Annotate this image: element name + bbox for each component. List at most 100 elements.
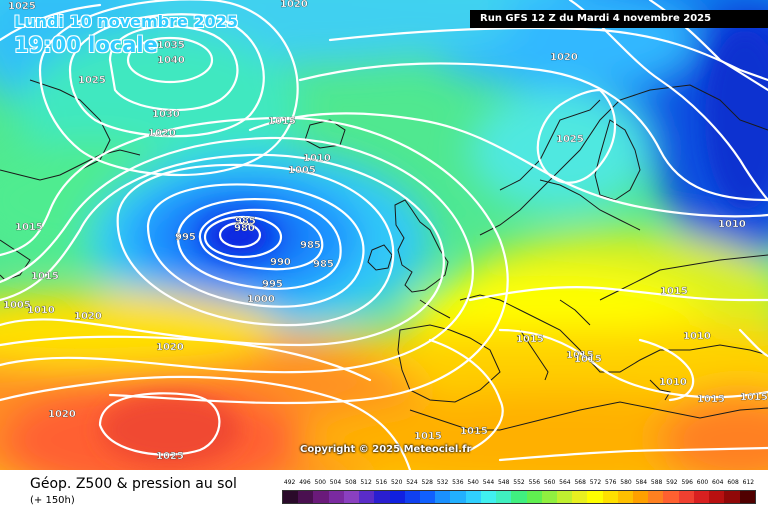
scale-tick-label: 560 [543, 479, 556, 486]
scale-tick-label: 572 [589, 479, 602, 486]
pressure-label: 1010 [659, 377, 687, 388]
scale-swatch [556, 491, 573, 503]
pressure-label: 1030 [152, 109, 180, 120]
pressure-label: 1005 [288, 165, 316, 176]
scale-swatch [587, 491, 603, 503]
scale-tick-label: 568 [574, 479, 586, 486]
pressure-label: 1015 [15, 222, 43, 233]
scale-swatch [298, 491, 314, 503]
scale-swatch [496, 491, 512, 503]
pressure-label: 1005 [3, 300, 31, 311]
scale-swatch [678, 491, 694, 503]
scale-swatch [709, 491, 725, 503]
isobars [0, 0, 768, 470]
scale-tick-label: 564 [559, 479, 571, 486]
copyright-notice: Copyright © 2025 Meteociel.fr [300, 444, 472, 455]
scale-swatch [313, 491, 329, 503]
pressure-label: 1015 [516, 334, 544, 345]
scale-tick-label: 584 [635, 479, 648, 486]
scale-tick-label: 520 [390, 479, 403, 486]
pressure-label: 1000 [247, 294, 275, 305]
pressure-label: 1020 [148, 128, 176, 139]
scale-tick-label: 592 [666, 479, 678, 486]
scale-tick-label: 496 [299, 479, 311, 486]
pressure-label: 1020 [280, 0, 308, 10]
pressure-label: 1025 [156, 451, 184, 462]
legend-title: Géop. Z500 & pression au sol [30, 476, 237, 492]
pressure-label: 1015 [414, 431, 442, 442]
pressure-label: 1020 [550, 52, 578, 63]
scale-tick-label: 524 [406, 479, 418, 486]
pressure-label: 1015 [740, 392, 768, 403]
scale-tick-label: 552 [513, 479, 525, 486]
pressure-label: 1015 [697, 394, 725, 405]
scale-swatch [663, 491, 679, 503]
pressure-label: 1015 [268, 116, 296, 127]
scale-tick-label: 528 [421, 479, 433, 486]
valid-date: Lundi 10 novembre 2025 [14, 12, 238, 31]
pressure-label: 1015 [460, 426, 488, 437]
pressure-label: 980 [234, 223, 255, 234]
scale-tick-label: 508 [345, 479, 357, 486]
scale-swatch [435, 491, 451, 503]
scale-tick-label: 516 [375, 479, 388, 486]
scale-tick-label: 608 [727, 479, 739, 486]
scale-swatch [480, 491, 497, 503]
scale-swatch [541, 491, 557, 503]
scale-swatch [283, 491, 299, 503]
scale-swatch [572, 491, 588, 503]
color-scale-bar [282, 490, 756, 504]
scale-tick-label: 604 [712, 479, 724, 486]
scale-tick-label: 548 [497, 479, 510, 486]
pressure-label: 1025 [8, 1, 36, 12]
pressure-label: 1020 [48, 409, 76, 420]
color-scale-labels: 492 496 500 504 508 512 516 520 524 528 532 536 540 5… [282, 479, 756, 489]
pressure-label: 1040 [157, 55, 185, 66]
pressure-label: 995 [262, 279, 283, 290]
scale-swatch [617, 491, 634, 503]
scale-tick-label: 544 [482, 479, 495, 486]
scale-swatch [648, 491, 664, 503]
scale-swatch [450, 491, 466, 503]
pressure-label: 985 [235, 216, 256, 227]
scale-swatch [374, 491, 390, 503]
scale-swatch [465, 491, 481, 503]
scale-tick-label: 512 [360, 479, 372, 486]
scale-tick-label: 532 [436, 479, 449, 486]
scale-tick-label: 492 [283, 479, 296, 486]
pressure-label: 1035 [157, 40, 185, 51]
pressure-label: 1015 [566, 350, 594, 361]
pressure-label: 995 [175, 232, 196, 243]
pressure-label: 985 [313, 259, 334, 270]
pressure-label: 1015 [31, 271, 59, 282]
pressure-label: 1020 [156, 342, 184, 353]
pressure-label: 1010 [718, 219, 746, 230]
scale-swatch [419, 491, 436, 503]
scale-swatch [343, 491, 360, 503]
scale-tick-label: 612 [742, 479, 755, 486]
scale-swatch [693, 491, 710, 503]
valid-time: 19:00 locale [14, 33, 158, 57]
scale-swatch [404, 491, 420, 503]
scale-tick-label: 596 [681, 479, 693, 486]
scale-tick-label: 536 [452, 479, 464, 486]
scale-swatch [526, 491, 542, 503]
pressure-label: 1010 [303, 153, 331, 164]
geopotential-field [0, 0, 768, 470]
scale-tick-label: 540 [467, 479, 479, 486]
legend-bar: Géop. Z500 & pression au sol (+ 150h) 49… [0, 470, 768, 512]
scale-swatch [389, 491, 405, 503]
scale-swatch [602, 491, 618, 503]
scale-tick-label: 580 [620, 479, 632, 486]
scale-swatch [359, 491, 375, 503]
pressure-label: 1025 [78, 75, 106, 86]
pressure-label: 1025 [556, 134, 584, 145]
scale-swatch [724, 491, 740, 503]
scale-swatch [511, 491, 527, 503]
pressure-label: 1015 [574, 354, 602, 365]
pressure-label: 1010 [27, 305, 55, 316]
forecast-map-canvas: 1025 102010351040102510301020101510101005… [0, 0, 768, 470]
legend-subtitle: (+ 150h) [30, 495, 75, 506]
pressure-labels: 1025 102010351040102510301020101510101005… [3, 0, 768, 462]
scale-tick-label: 576 [605, 479, 617, 486]
